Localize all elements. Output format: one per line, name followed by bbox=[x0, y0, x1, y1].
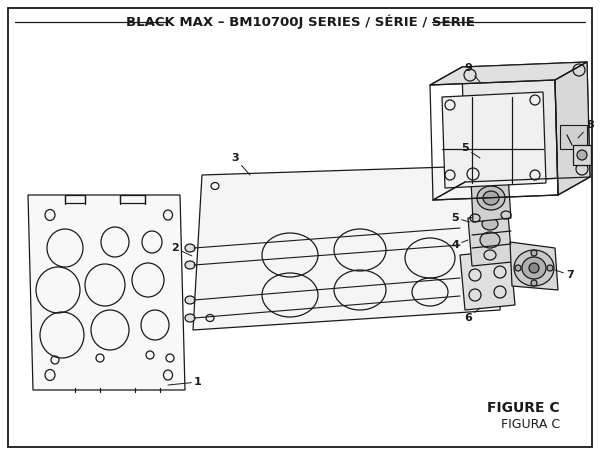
Ellipse shape bbox=[515, 265, 521, 271]
Polygon shape bbox=[430, 62, 587, 85]
Ellipse shape bbox=[577, 150, 587, 160]
Polygon shape bbox=[510, 242, 558, 290]
Polygon shape bbox=[555, 62, 590, 195]
Ellipse shape bbox=[481, 158, 501, 176]
Text: 4: 4 bbox=[451, 240, 468, 250]
Ellipse shape bbox=[531, 250, 537, 256]
Ellipse shape bbox=[547, 265, 553, 271]
Polygon shape bbox=[65, 195, 85, 203]
Ellipse shape bbox=[477, 186, 505, 210]
Polygon shape bbox=[442, 92, 546, 188]
Ellipse shape bbox=[486, 162, 496, 172]
Text: BLACK MAX – BM10700J SERIES / SÉRIE / SERIE: BLACK MAX – BM10700J SERIES / SÉRIE / SE… bbox=[125, 15, 475, 29]
Text: FIGURE C: FIGURE C bbox=[487, 401, 560, 415]
Bar bbox=[560, 125, 587, 149]
Ellipse shape bbox=[185, 244, 195, 252]
Polygon shape bbox=[193, 165, 510, 330]
Ellipse shape bbox=[531, 280, 537, 286]
Polygon shape bbox=[460, 250, 515, 310]
Text: 1: 1 bbox=[168, 377, 202, 387]
Ellipse shape bbox=[483, 191, 499, 205]
Ellipse shape bbox=[482, 218, 498, 230]
Polygon shape bbox=[120, 195, 145, 203]
Ellipse shape bbox=[522, 257, 546, 279]
Text: 5: 5 bbox=[461, 143, 480, 158]
Ellipse shape bbox=[185, 314, 195, 322]
Polygon shape bbox=[471, 176, 511, 222]
Text: FIGURA C: FIGURA C bbox=[501, 419, 560, 431]
Polygon shape bbox=[28, 195, 185, 390]
Ellipse shape bbox=[480, 232, 500, 248]
Text: 3: 3 bbox=[231, 153, 250, 175]
Text: 5: 5 bbox=[451, 213, 470, 223]
Text: 7: 7 bbox=[555, 270, 574, 280]
Polygon shape bbox=[478, 153, 504, 182]
Ellipse shape bbox=[185, 261, 195, 269]
Ellipse shape bbox=[185, 296, 195, 304]
Text: 8: 8 bbox=[578, 120, 594, 138]
Text: 6: 6 bbox=[464, 308, 480, 323]
Text: 9: 9 bbox=[464, 63, 480, 82]
Ellipse shape bbox=[514, 250, 554, 286]
Bar bbox=[573, 145, 591, 165]
Polygon shape bbox=[462, 62, 590, 182]
Ellipse shape bbox=[529, 263, 539, 273]
Polygon shape bbox=[468, 214, 512, 266]
Text: 2: 2 bbox=[171, 243, 192, 256]
